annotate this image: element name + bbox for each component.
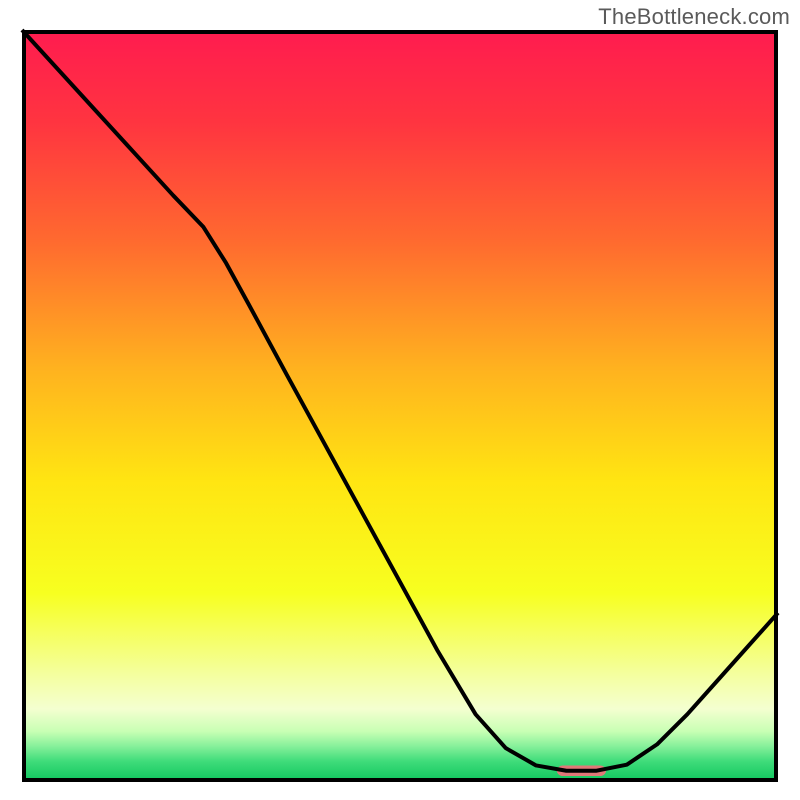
chart-gradient-background xyxy=(24,32,776,780)
chart-container: TheBottleneck.com xyxy=(0,0,800,800)
watermark-text: TheBottleneck.com xyxy=(598,4,790,30)
chart-svg xyxy=(0,0,800,800)
